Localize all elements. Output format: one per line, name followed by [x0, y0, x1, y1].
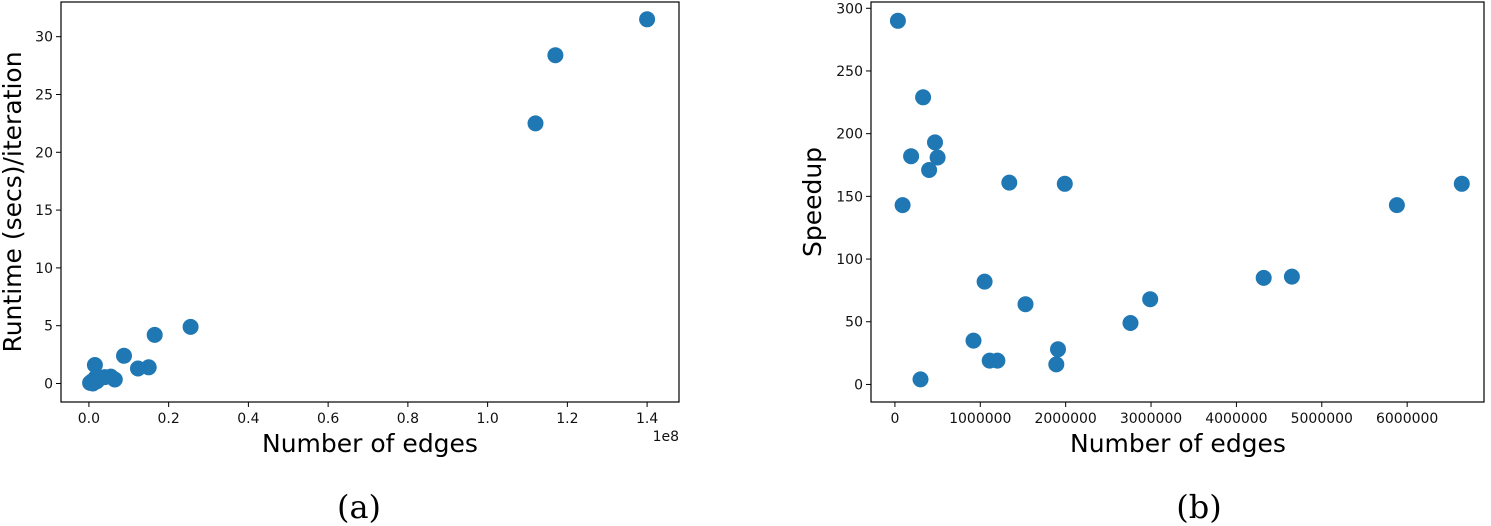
y-axis-ticks: 0 50 100 150 200 250 300	[836, 1, 871, 393]
data-point	[1050, 341, 1066, 358]
y-tick-label: 0	[854, 377, 863, 393]
data-point	[527, 115, 544, 132]
y-tick-label: 50	[845, 315, 863, 331]
data-point	[1122, 315, 1139, 331]
x-tick-label: 0.4	[237, 411, 259, 427]
y-tick-label: 25	[35, 87, 53, 103]
x-axis-ticks: 0.0 0.2 0.4 0.6 0.8 1.0 1.2 1.4	[78, 402, 658, 427]
data-point	[639, 11, 656, 28]
x-tick-label: 0.6	[317, 411, 339, 427]
data-point	[965, 332, 982, 349]
y-tick-label: 30	[35, 30, 53, 46]
x-tick-label: 1.4	[636, 411, 658, 427]
x-tick-label: 2000000	[1034, 411, 1096, 427]
y-tick-label: 10	[35, 261, 53, 277]
y-tick-label: 100	[836, 252, 863, 268]
data-point	[894, 197, 911, 214]
y-axis-title: Runtime (secs)/iteration	[0, 51, 27, 352]
data-point	[915, 89, 932, 106]
data-point	[146, 326, 163, 343]
y-tick-label: 300	[836, 1, 863, 17]
x-tick-label: 0.2	[158, 411, 180, 427]
x-tick-label: 3000000	[1120, 411, 1182, 427]
data-point	[1255, 269, 1272, 286]
data-point	[547, 47, 564, 64]
panel-caption: (b)	[1176, 488, 1221, 526]
x-axis-offset-label: 1e8	[653, 429, 679, 445]
panel-caption: (a)	[337, 488, 381, 526]
data-point	[927, 134, 943, 151]
data-points	[82, 11, 656, 392]
data-point	[1001, 174, 1018, 191]
data-point	[989, 352, 1006, 369]
data-point	[86, 357, 103, 373]
data-point	[130, 360, 146, 377]
y-axis-ticks: 0 5 10 15 20 25 30	[35, 30, 61, 393]
runtime-scatter-panel: 0.0 0.2 0.4 0.6 0.8 1.0 1.2 1.4 0 5 10 15 20 25 30 1e…	[0, 1, 680, 526]
x-tick-label: 6000000	[1376, 411, 1438, 427]
data-point	[116, 347, 132, 364]
y-tick-label: 0	[44, 377, 53, 393]
y-tick-label: 15	[35, 203, 53, 219]
data-point	[1056, 175, 1073, 192]
x-tick-label: 1.2	[556, 411, 578, 427]
y-tick-label: 200	[836, 127, 863, 143]
data-point	[1142, 291, 1159, 308]
x-tick-label: 4000000	[1205, 411, 1267, 427]
data-point	[182, 318, 199, 335]
x-tick-label: 0.8	[397, 411, 419, 427]
data-point	[1283, 268, 1300, 285]
data-point	[1017, 296, 1034, 313]
x-axis-title: Number of edges	[1070, 429, 1286, 458]
data-point	[903, 148, 920, 165]
data-point	[1388, 197, 1405, 214]
data-point	[889, 12, 906, 29]
data-point	[929, 149, 946, 166]
y-tick-label: 20	[35, 145, 53, 161]
y-tick-label: 250	[836, 64, 863, 80]
data-point	[912, 371, 929, 388]
speedup-scatter-panel: 0 1000000 2000000 3000000 4000000 5000000 6000…	[798, 1, 1485, 526]
y-axis-title: Speedup	[798, 147, 827, 257]
data-point	[1048, 356, 1065, 373]
data-point	[1453, 175, 1470, 192]
data-points	[889, 12, 1470, 388]
x-tick-label: 0	[890, 411, 899, 427]
x-axis-title: Number of edges	[262, 429, 478, 458]
data-point	[88, 373, 105, 390]
x-tick-label: 0.0	[78, 411, 100, 427]
x-axis-ticks: 0 1000000 2000000 3000000 4000000 5000000 6000…	[890, 402, 1438, 427]
x-tick-label: 5000000	[1291, 411, 1353, 427]
x-tick-label: 1.0	[476, 411, 498, 427]
plot-area-frame	[60, 1, 680, 403]
y-tick-label: 5	[44, 319, 53, 335]
x-tick-label: 1000000	[949, 411, 1011, 427]
y-tick-label: 150	[836, 189, 863, 205]
data-point	[921, 162, 938, 178]
data-point	[976, 273, 993, 290]
